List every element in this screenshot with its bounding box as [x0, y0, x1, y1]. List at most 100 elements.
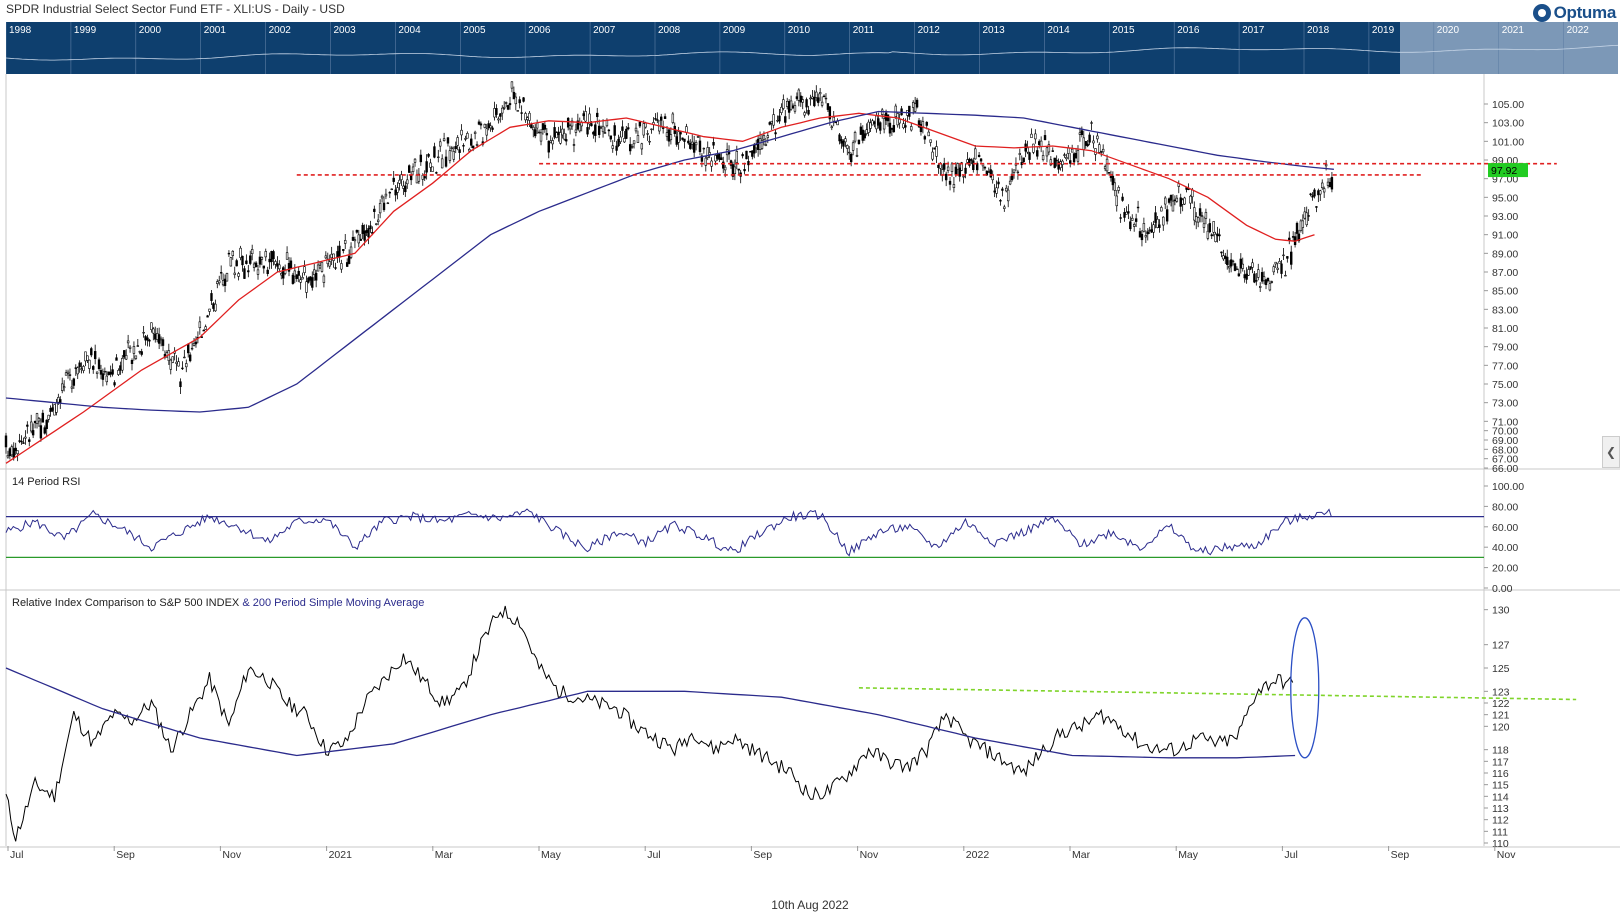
- price-candle: [338, 240, 341, 263]
- price-candle: [30, 414, 33, 434]
- overview-navigator[interactable]: 1998 1999 2000 2001 2002 2003 2004 2005 2006 2007…: [6, 22, 1618, 74]
- price-candle: [398, 174, 401, 191]
- price-candle: [1276, 262, 1279, 274]
- price-candle: [437, 149, 440, 163]
- price-candle: [985, 170, 989, 177]
- price-candle: [144, 334, 147, 346]
- price-candle: [1032, 143, 1035, 155]
- price-candle: [1109, 170, 1113, 182]
- price-candle: [229, 256, 233, 267]
- price-candle: [188, 352, 192, 363]
- price-candle: [28, 437, 31, 447]
- price-candle: [464, 135, 467, 142]
- price-candle: [594, 121, 597, 143]
- price-candle: [359, 234, 362, 242]
- price-candle: [691, 134, 694, 150]
- price-candle: [483, 123, 487, 129]
- price-candle: [1001, 186, 1004, 197]
- price-candle: [225, 272, 229, 282]
- price-candle: [687, 135, 690, 145]
- price-candle: [264, 248, 267, 262]
- price-candle: [857, 139, 861, 145]
- price-candle: [861, 125, 865, 144]
- price-candle: [8, 447, 12, 460]
- price-candle: [1195, 212, 1198, 230]
- price-candle: [716, 150, 719, 161]
- price-candle: [1119, 213, 1122, 223]
- price-candle: [809, 94, 812, 106]
- relative-y-tick-label: 130: [1492, 605, 1510, 617]
- price-candle: [656, 112, 659, 124]
- price-candle: [698, 135, 702, 156]
- price-candle: [314, 269, 318, 288]
- price-candle: [119, 361, 122, 375]
- relative-y-tick-label: 114: [1492, 791, 1509, 803]
- relative-y-tick-label: 122: [1492, 698, 1510, 710]
- price-candle: [250, 244, 254, 261]
- optuma-logo-icon: [1532, 4, 1551, 22]
- overview-year-label: 2003: [334, 25, 357, 36]
- price-candle: [745, 150, 748, 160]
- relative-y-tick-label: 112: [1492, 815, 1509, 827]
- price-candle: [1065, 153, 1068, 162]
- price-candle: [561, 121, 564, 139]
- overview-year-label: 2002: [269, 25, 292, 36]
- price-candle: [1268, 280, 1272, 292]
- collapse-sidebar-button[interactable]: ❮: [1602, 436, 1620, 468]
- price-candle: [148, 338, 151, 347]
- price-candle: [305, 275, 308, 299]
- overview-year-label: 1998: [9, 25, 32, 36]
- price-candle: [518, 96, 521, 109]
- price-candle: [206, 314, 209, 318]
- price-candle: [328, 254, 331, 269]
- price-candle: [1322, 186, 1326, 198]
- price-candle: [950, 162, 954, 177]
- price-candle: [993, 184, 996, 198]
- price-candle: [417, 168, 421, 185]
- price-candle: [526, 116, 529, 127]
- price-candle: [282, 265, 285, 286]
- price-candle: [113, 380, 116, 388]
- price-candle: [679, 130, 682, 142]
- ma50-line: [5, 112, 1315, 464]
- x-axis-label: May: [541, 849, 562, 861]
- price-candle: [751, 150, 754, 160]
- price-candle: [615, 140, 618, 156]
- price-candle: [33, 420, 37, 429]
- overview-year-label: 2009: [723, 25, 746, 36]
- price-y-tick-label: 95.00: [1492, 192, 1518, 204]
- price-candle: [204, 324, 207, 330]
- relative-y-tick-label: 125: [1492, 663, 1510, 675]
- price-candle: [1257, 263, 1260, 281]
- price-candle: [14, 442, 17, 456]
- price-candle: [307, 276, 310, 284]
- price-candle: [553, 122, 556, 140]
- price-candle: [473, 130, 477, 140]
- price-candle: [977, 151, 981, 158]
- price-candle: [555, 131, 558, 139]
- price-candle: [778, 108, 781, 124]
- relative-y-tick-label: 115: [1492, 780, 1509, 792]
- relative-trendline: [858, 687, 1577, 701]
- price-candle: [514, 92, 518, 111]
- price-y-tick-label: 67.00: [1492, 454, 1518, 466]
- price-candle: [1227, 260, 1231, 273]
- price-candle: [1084, 141, 1087, 149]
- price-candle: [597, 119, 601, 139]
- price-candle: [499, 113, 502, 123]
- price-candle: [268, 252, 271, 270]
- price-candle: [1307, 209, 1310, 221]
- price-candle: [1290, 245, 1293, 270]
- price-candle: [611, 140, 614, 153]
- relative-y-tick-label: 116: [1492, 768, 1509, 780]
- price-candle: [254, 261, 258, 268]
- price-candle: [45, 419, 48, 436]
- price-candle: [770, 120, 773, 130]
- price-candle: [563, 128, 566, 141]
- price-candle: [1251, 258, 1254, 274]
- price-candle: [1270, 280, 1274, 284]
- price-candle: [59, 396, 62, 409]
- price-candle: [435, 171, 438, 175]
- rsi-y-tick-label: 60.00: [1492, 522, 1518, 534]
